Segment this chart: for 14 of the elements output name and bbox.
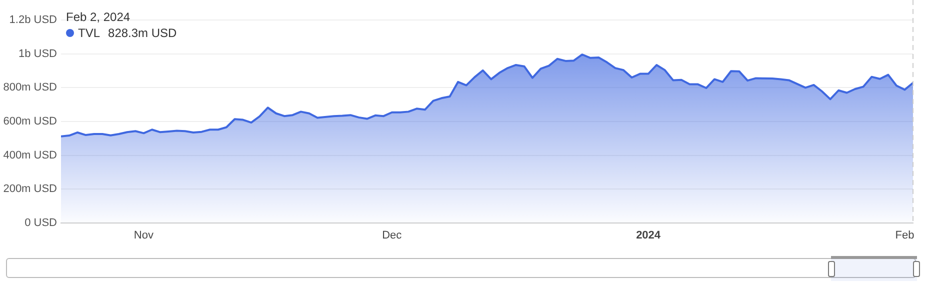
y-tick-label: 800m USD xyxy=(3,82,58,94)
y-tick-label: 1b USD xyxy=(18,48,58,60)
y-tick-label: 200m USD xyxy=(3,183,58,196)
y-tick-label: 0 USD xyxy=(24,217,58,230)
legend-label: TVL xyxy=(78,25,100,41)
annotation: 828.3m USD xyxy=(108,25,177,41)
chart-title: Feb 2, 2024 xyxy=(66,9,132,25)
y-tick-label: 600m USD xyxy=(3,116,58,128)
x-tick-label: Feb xyxy=(895,230,914,242)
x-tick-label: Dec xyxy=(382,230,402,242)
x-tick-label: Nov xyxy=(134,230,154,242)
y-tick-label: 1.2b USD xyxy=(9,14,58,26)
x-tick-label: 2024 xyxy=(636,230,662,242)
y-tick-label: 400m USD xyxy=(3,149,58,162)
